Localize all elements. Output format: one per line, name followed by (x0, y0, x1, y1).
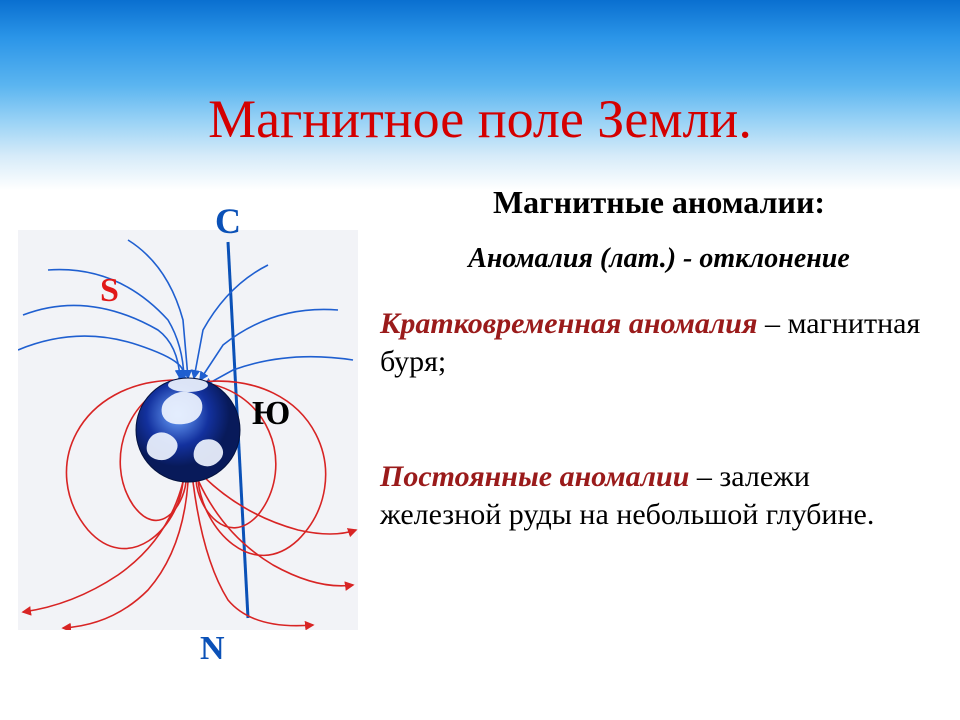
field-svg (18, 230, 358, 630)
term-short: Кратковременная аномалия (380, 307, 757, 340)
content-area: С S Ю N Магнитные аномалии: Аномалия (ла… (0, 180, 960, 720)
text-column: Магнитные аномалии: Аномалия (лат.) - от… (380, 180, 950, 533)
term-perm: Постоянные аномалии (380, 460, 689, 493)
label-geo-south: Ю (252, 395, 290, 433)
subheading: Магнитные аномалии: (380, 184, 938, 221)
earth-field-diagram (18, 230, 358, 630)
page-title: Магнитное поле Земли. (0, 88, 960, 150)
paragraph-short-term: Кратковременная аномалия – магнитная бур… (380, 305, 938, 380)
etymology-line: Аномалия (лат.) - отклонение (380, 243, 938, 275)
label-mag-s: S (100, 272, 119, 310)
label-geo-north: С (215, 200, 241, 242)
label-mag-n: N (200, 630, 225, 668)
paragraph-permanent: Постоянные аномалии – залежи железной ру… (380, 458, 938, 533)
